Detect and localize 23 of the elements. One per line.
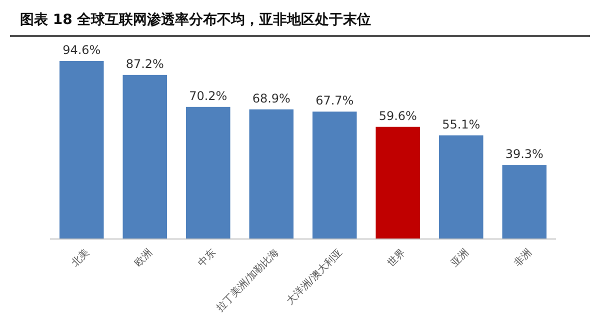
bar <box>502 165 547 239</box>
data-label: 67.7% <box>316 94 354 108</box>
x-tick-label: 大洋洲/澳大利亚 <box>284 246 345 307</box>
x-tick-label: 北美 <box>69 246 92 270</box>
bar <box>376 126 420 239</box>
bar <box>249 109 294 239</box>
bar <box>186 106 230 239</box>
x-tick-label: 亚洲 <box>448 246 472 270</box>
x-tick-label: 非洲 <box>512 246 534 270</box>
x-tick-label: 世界 <box>385 246 408 270</box>
data-label: 68.9% <box>252 91 290 106</box>
bar <box>122 74 168 239</box>
data-label: 55.1% <box>442 117 480 132</box>
x-tick-label: 欧洲 <box>132 246 155 270</box>
data-label: 39.3% <box>505 147 544 162</box>
bar <box>59 61 104 239</box>
data-label: 94.6% <box>62 43 101 57</box>
data-label: 70.2% <box>189 88 228 103</box>
data-label: 87.2% <box>126 56 164 71</box>
data-label: 59.6% <box>378 108 417 123</box>
bar <box>312 112 357 239</box>
chart-title: 图表 18 全球互联网渗透率分布不均，亚非地区处于末位 <box>20 11 372 28</box>
bar <box>438 135 484 239</box>
